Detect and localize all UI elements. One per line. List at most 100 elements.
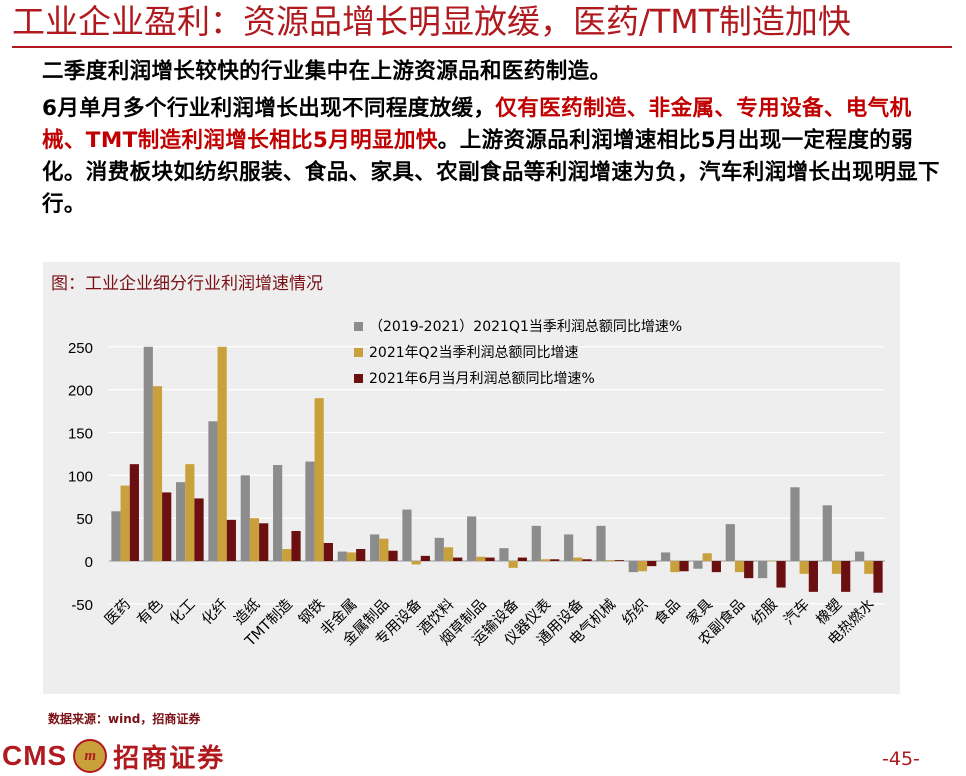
bar-3-10 (453, 557, 463, 561)
bar-2-6 (314, 398, 324, 561)
y-tick-label: 0 (85, 554, 93, 571)
bar-1-0 (111, 511, 121, 561)
bar-1-1 (143, 346, 153, 561)
bar-2-13 (540, 559, 551, 561)
legend-label-3: 2021年6月当月利润总额同比增速% (369, 371, 595, 387)
detail-text-2: 。上游资源品利润增速相比5月出现一定程度的弱化。消费板块如纺织服装、食品、家具、… (42, 128, 940, 217)
bar-3-6 (323, 543, 333, 561)
bar-2-0 (120, 485, 130, 561)
bar-3-19 (744, 561, 754, 579)
bar-3-14 (582, 559, 592, 561)
bar-3-15 (614, 560, 624, 561)
bar-3-16 (647, 561, 657, 567)
logo-emblem-icon: m (73, 739, 108, 773)
bar-2-23 (864, 561, 874, 574)
bar-2-11 (476, 556, 486, 561)
bar-2-17 (670, 561, 680, 573)
bar-3-21 (808, 561, 818, 592)
title-divider (12, 46, 952, 48)
logo-chinese-text: 招商证券 (113, 743, 226, 774)
chart-bars (111, 346, 883, 593)
page-number: -45- (882, 748, 920, 770)
x-tick-label: 汽车 (780, 596, 813, 629)
y-tick-label: 200 (68, 383, 93, 400)
bar-2-2 (185, 464, 195, 561)
legend-swatch-3 (354, 374, 363, 383)
logo-emblem-letter: m (84, 747, 97, 764)
bar-2-12 (508, 561, 518, 568)
x-tick-label: 食品 (651, 596, 684, 629)
bar-1-14 (564, 534, 574, 561)
bar-1-3 (208, 421, 218, 561)
bar-2-19 (734, 561, 745, 573)
bar-2-14 (573, 557, 583, 561)
x-tick-label: 有色 (134, 596, 167, 629)
bar-1-8 (370, 534, 380, 561)
chart: 图：工业企业细分行业利润增速情况 250 200 150 100 50 0 -50 医药 有色… (51, 274, 885, 650)
detail-text-1: 6月单月多个行业利润增长出现不同程度放缓， (42, 96, 496, 121)
bar-1-23 (855, 551, 865, 561)
bar-1-19 (725, 524, 735, 561)
bar-2-5 (282, 549, 292, 561)
x-tick-label: 纺服 (748, 595, 781, 628)
x-tick-label: 医药 (101, 596, 134, 629)
detail-text-highlight: 仅有医药制造、非金属、专用设备、电气机械、TMT制造利润增长相比5月明显加快 (42, 96, 912, 153)
bar-3-0 (129, 464, 139, 561)
bar-1-20 (758, 561, 768, 579)
chart-gridlines (109, 346, 885, 605)
y-tick-label: -50 (71, 597, 93, 614)
bar-1-15 (596, 525, 606, 561)
bar-2-15 (605, 560, 615, 561)
bar-1-16 (628, 561, 638, 573)
chart-panel: 图：工业企业细分行业利润增速情况 250 200 150 100 50 0 -50 医药 有色… (43, 262, 900, 694)
bar-2-18 (702, 553, 712, 561)
summary-paragraph: 二季度利润增长较快的行业集中在上游资源品和医药制造。 (42, 59, 612, 84)
chart-y-ticks: 250 200 150 100 50 0 -50 (68, 340, 93, 614)
y-tick-label: 150 (68, 425, 93, 442)
chart-legend: （2019-2021）2021Q1当季利润总额同比增速% 2021年Q2当季利润总… (354, 319, 682, 387)
legend-label-1: （2019-2021）2021Q1当季利润总额同比增速% (369, 319, 682, 335)
logo-latin-text: CMS (2, 740, 68, 771)
bar-3-5 (291, 531, 301, 561)
y-tick-label: 100 (68, 468, 93, 485)
bar-3-22 (841, 561, 851, 592)
bar-1-7 (337, 551, 347, 561)
bar-2-21 (799, 561, 809, 574)
bar-1-21 (790, 487, 800, 561)
bar-1-5 (273, 465, 283, 561)
bar-3-7 (356, 549, 366, 561)
bar-1-18 (693, 561, 703, 569)
bar-3-17 (679, 561, 689, 572)
legend-swatch-2 (354, 348, 363, 357)
bar-3-13 (550, 559, 560, 561)
bar-3-4 (259, 523, 269, 561)
detail-paragraph: 6月单月多个行业利润增长出现不同程度放缓，仅有医药制造、非金属、专用设备、电气机… (42, 93, 947, 221)
bar-1-11 (467, 516, 477, 561)
bar-1-6 (305, 461, 315, 561)
company-logo: CMS m 招商证券 (2, 738, 225, 774)
bar-3-9 (420, 555, 430, 561)
legend-label-2: 2021年Q2当季利润总额同比增速 (369, 345, 579, 361)
bar-1-22 (822, 505, 832, 561)
bar-2-7 (346, 552, 357, 561)
x-tick-label: 纺织 (619, 596, 652, 629)
bar-3-11 (485, 557, 495, 561)
bar-2-20 (767, 561, 777, 562)
bar-3-12 (517, 557, 527, 561)
bar-2-1 (152, 386, 163, 561)
bar-1-17 (661, 552, 671, 561)
bar-1-4 (240, 475, 250, 561)
bar-2-16 (637, 561, 648, 572)
y-tick-label: 250 (68, 340, 93, 357)
bar-3-2 (194, 498, 204, 561)
bar-2-22 (831, 561, 842, 574)
bar-2-9 (411, 561, 421, 565)
page-title: 工业企业盈利：资源品增长明显放缓，医药/TMT制造加快 (12, 2, 851, 41)
bar-3-20 (776, 561, 786, 588)
bar-3-8 (388, 550, 398, 561)
chart-title: 图：工业企业细分行业利润增速情况 (51, 274, 323, 294)
bar-1-12 (499, 548, 509, 561)
bar-2-10 (443, 547, 454, 561)
y-tick-label: 50 (76, 511, 93, 528)
bar-1-13 (531, 525, 541, 561)
